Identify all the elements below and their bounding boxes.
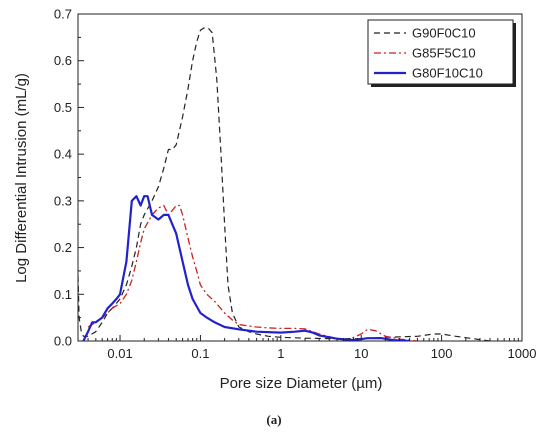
- x-tick-label: 1: [277, 346, 284, 361]
- y-tick-label: 0.3: [54, 193, 72, 208]
- y-tick-label: 0.6: [54, 53, 72, 68]
- legend-label: G80F10C10: [412, 66, 483, 81]
- y-tick-label: 0.4: [54, 147, 72, 162]
- y-axis-title: Log Differential Intrusion (mL/g): [13, 73, 30, 283]
- axis-titles: Pore size Diameter (µm) Log Differential…: [13, 73, 382, 392]
- y-tick-label: 0.1: [54, 287, 72, 302]
- x-tick-label: 10: [354, 346, 368, 361]
- figure-caption: (a): [266, 412, 281, 427]
- y-tick-label: 0.7: [54, 7, 72, 22]
- x-tick-label: 0.01: [107, 346, 132, 361]
- y-tick-label: 0.5: [54, 100, 72, 115]
- series-line-g85f5c10: [87, 204, 418, 341]
- legend-label: G85F5C10: [412, 46, 476, 61]
- series-line-g80f10c10: [82, 195, 410, 341]
- x-tick-label: 100: [431, 346, 453, 361]
- x-tick-label: 0.1: [191, 346, 209, 361]
- x-axis-title: Pore size Diameter (µm): [220, 375, 383, 392]
- x-tick-label: 1000: [508, 346, 537, 361]
- y-tick-label: 0.2: [54, 240, 72, 255]
- y-tick-label: 0.0: [54, 334, 72, 349]
- ticks-group: 0.01 0.1 1 10 100 1000 0.0 0.1 0.2 0.3 0.4 0.5 0.6 0.…: [54, 7, 537, 362]
- legend: G90F0C10 G85F5C10 G80F10C10: [367, 19, 516, 87]
- legend-label: G90F0C10: [412, 26, 476, 41]
